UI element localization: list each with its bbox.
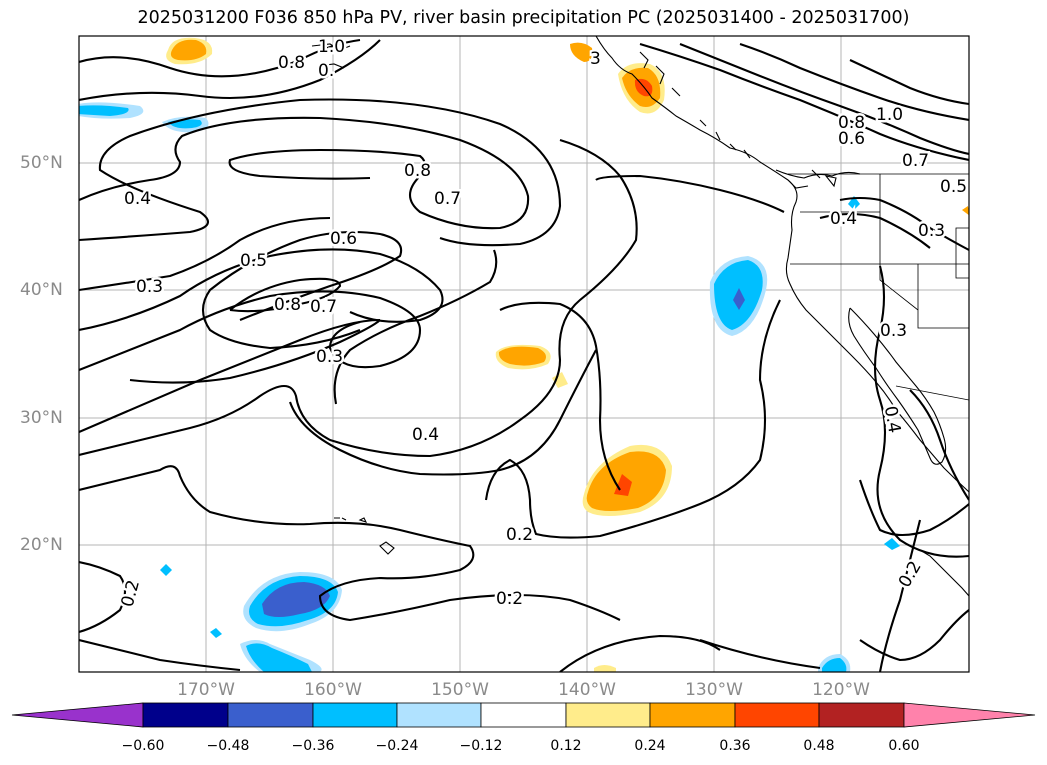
contour-label: 0.3 <box>316 347 343 367</box>
colorbar-tick-label: 0.36 <box>719 738 751 754</box>
contour-label: 0.6 <box>838 129 865 149</box>
contour-label: 0.3 <box>136 277 163 297</box>
lon-label: 160°W <box>304 680 362 700</box>
lat-label: 50°N <box>20 153 63 173</box>
lon-label: 170°W <box>177 680 235 700</box>
colorbar-tick-label: −0.24 <box>375 738 419 754</box>
lon-label: 150°W <box>431 680 489 700</box>
contour-label: 3 <box>590 49 601 69</box>
colorbar-segment <box>227 702 314 728</box>
map-frame <box>78 35 970 673</box>
lon-label: 140°W <box>558 680 616 700</box>
contour-label: 0.8 <box>274 295 301 315</box>
colorbar-segment <box>142 702 229 728</box>
contour-label: 0.2 <box>506 525 533 545</box>
contour-label: 0.2 <box>496 589 523 609</box>
page-title: 2025031200 F036 850 hPa PV, river basin … <box>137 8 910 28</box>
contour-label: 0.3 <box>880 321 907 341</box>
contour-label: 0.7 <box>434 189 461 209</box>
contour-label: 0.6 <box>330 229 357 249</box>
colorbar-segment <box>480 702 567 728</box>
colorbar-segment <box>818 702 905 728</box>
lat-label: 40°N <box>20 280 63 300</box>
contour-label: 0.7 <box>310 297 337 317</box>
contour-label: 0.3 <box>918 221 945 241</box>
colorbar-extend-max <box>903 702 1036 728</box>
lon-label: 120°W <box>812 680 870 700</box>
contour-label: 0.8 <box>404 161 431 181</box>
colorbar-tick-label: −0.48 <box>206 738 250 754</box>
lon-label: 130°W <box>685 680 743 700</box>
colorbar-segment <box>312 702 398 728</box>
contour-label: 1.0 <box>876 105 903 125</box>
colorbar <box>11 702 1036 728</box>
colorbar-tick-label: −0.12 <box>459 738 503 754</box>
colorbar-extend-min <box>11 702 144 728</box>
pv-contours <box>79 38 969 672</box>
colorbar-tick-label: 0.60 <box>888 738 920 754</box>
colorbar-tick-label: −0.60 <box>121 738 165 754</box>
contour-label: 0.4 <box>830 209 857 229</box>
contour-label: 0.7 <box>902 151 929 171</box>
colorbar-tick-label: 0.12 <box>550 738 582 754</box>
contour-label: 0.5 <box>940 177 967 197</box>
contour-label: 0.4 <box>124 189 151 209</box>
contour-label: 0.8 <box>278 53 305 73</box>
colorbar-segment <box>565 702 651 728</box>
contour-label: 0.8 <box>838 113 865 133</box>
contour-label: 1.0 <box>318 37 345 57</box>
contour-label: 0.4 <box>412 425 439 445</box>
lat-label: 20°N <box>20 535 63 555</box>
contour-label: 0.5 <box>240 251 267 271</box>
colorbar-tick-label: 0.48 <box>803 738 835 754</box>
colorbar-segment <box>649 702 736 728</box>
contour-labels: 1.0 0.8 0. 0.8 0.7 0.6 0.5 0.4 0.3 0.8 0… <box>115 36 969 612</box>
colorbar-segment <box>396 702 482 728</box>
colorbar-segment <box>734 702 820 728</box>
colorbar-tick-label: −0.36 <box>291 738 335 754</box>
colorbar-tick-label: 0.24 <box>634 738 666 754</box>
contour-label: 0. <box>318 61 334 81</box>
lat-label: 30°N <box>20 408 63 428</box>
